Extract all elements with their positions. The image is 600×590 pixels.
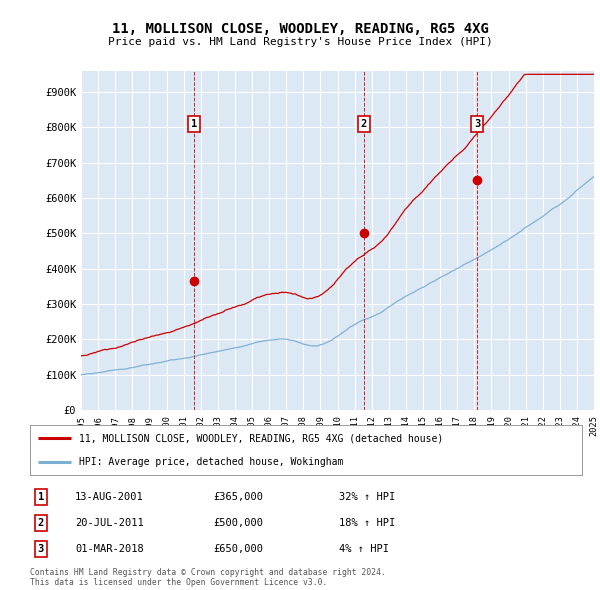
Text: 18% ↑ HPI: 18% ↑ HPI bbox=[339, 519, 395, 528]
Text: 3: 3 bbox=[38, 545, 44, 554]
Text: 13-AUG-2001: 13-AUG-2001 bbox=[75, 493, 144, 502]
Text: £650,000: £650,000 bbox=[213, 545, 263, 554]
Text: HPI: Average price, detached house, Wokingham: HPI: Average price, detached house, Woki… bbox=[79, 457, 343, 467]
Text: 11, MOLLISON CLOSE, WOODLEY, READING, RG5 4XG (detached house): 11, MOLLISON CLOSE, WOODLEY, READING, RG… bbox=[79, 433, 443, 443]
Text: Price paid vs. HM Land Registry's House Price Index (HPI): Price paid vs. HM Land Registry's House … bbox=[107, 37, 493, 47]
Text: 2: 2 bbox=[38, 519, 44, 528]
Text: Contains HM Land Registry data © Crown copyright and database right 2024.
This d: Contains HM Land Registry data © Crown c… bbox=[30, 568, 386, 587]
Text: 3: 3 bbox=[474, 119, 480, 129]
Text: 2: 2 bbox=[361, 119, 367, 129]
Text: 32% ↑ HPI: 32% ↑ HPI bbox=[339, 493, 395, 502]
Text: 1: 1 bbox=[38, 493, 44, 502]
Text: 1: 1 bbox=[191, 119, 197, 129]
Text: 11, MOLLISON CLOSE, WOODLEY, READING, RG5 4XG: 11, MOLLISON CLOSE, WOODLEY, READING, RG… bbox=[112, 22, 488, 37]
Text: 4% ↑ HPI: 4% ↑ HPI bbox=[339, 545, 389, 554]
Text: £500,000: £500,000 bbox=[213, 519, 263, 528]
Text: 01-MAR-2018: 01-MAR-2018 bbox=[75, 545, 144, 554]
Text: £365,000: £365,000 bbox=[213, 493, 263, 502]
Text: 20-JUL-2011: 20-JUL-2011 bbox=[75, 519, 144, 528]
